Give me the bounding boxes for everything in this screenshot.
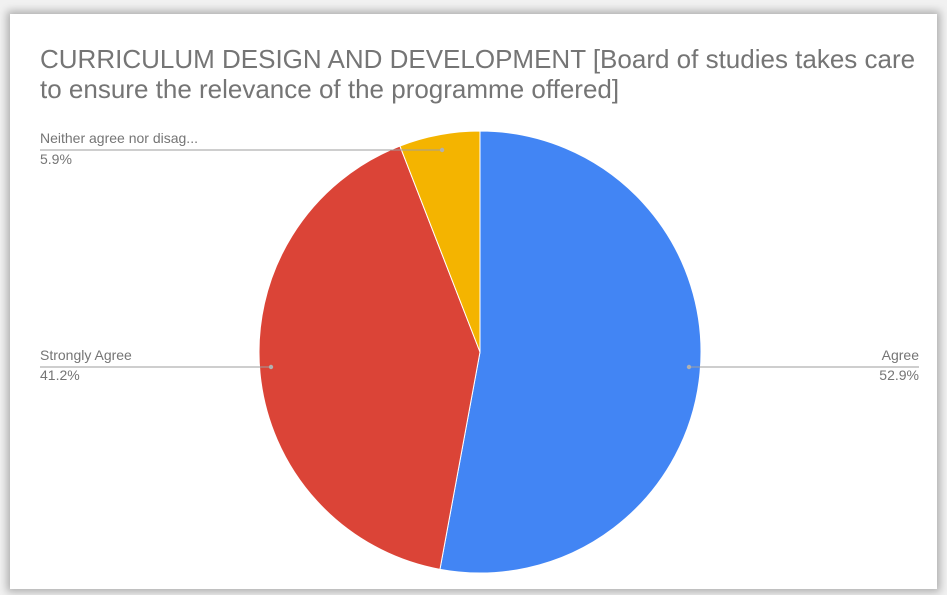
slice-label-strongly-agree: Strongly Agree — [40, 347, 132, 363]
leader-dot-strongly-agree — [268, 364, 274, 370]
pie-chart: Agree 52.9% Strongly Agree 41.2% Neither agr… — [40, 130, 920, 574]
leader-dot-neither-agree-nor-disag — [439, 147, 445, 153]
pie-slice-strongly-agree[interactable] — [258, 145, 481, 570]
pie-slice-neither-agree-nor-disag[interactable] — [399, 130, 481, 353]
slice-label-neither-agree-nor-disag: Neither agree nor disag... — [40, 130, 198, 146]
leader-dot-agree — [686, 364, 692, 370]
chart-title: CURRICULUM DESIGN AND DEVELOPMENT [Board… — [40, 44, 916, 104]
slice-value-strongly-agree: 41.2% — [40, 367, 80, 383]
slice-value-neither-agree-nor-disag: 5.9% — [40, 151, 72, 167]
pie-slice-agree[interactable] — [439, 130, 702, 574]
chart-frame: CURRICULUM DESIGN AND DEVELOPMENT [Board… — [10, 14, 937, 589]
slice-label-agree: Agree — [882, 347, 920, 363]
slice-value-agree: 52.9% — [879, 367, 919, 383]
